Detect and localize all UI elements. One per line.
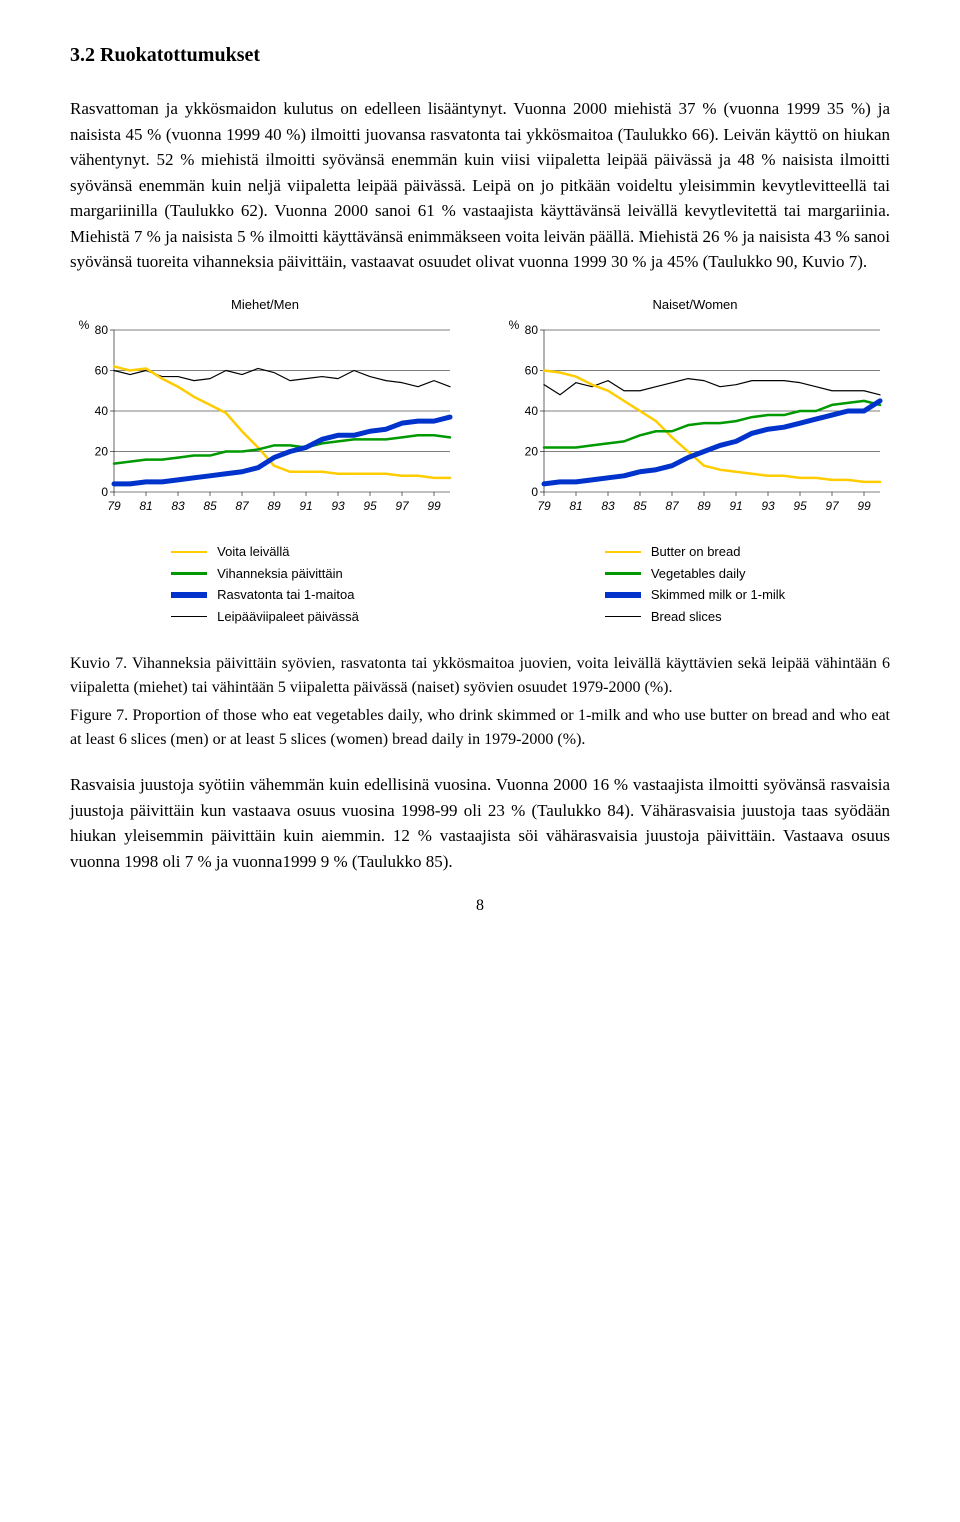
- page-number: 8: [70, 894, 890, 918]
- chart-panel-women: Naiset/Women 0 20 40 60 80% 79 81 83 85 87 89 91 93 9…: [500, 295, 890, 521]
- svg-text:85: 85: [633, 499, 647, 513]
- legend-swatch: [171, 616, 207, 618]
- svg-text:87: 87: [665, 499, 680, 513]
- legend-label: Vegetables daily: [651, 564, 746, 584]
- chart-panel-men: Miehet/Men 0 20 40 60 80% 79 81 83 85 87 89 91 93 95 9…: [70, 295, 460, 521]
- svg-text:40: 40: [95, 404, 109, 418]
- legend-item: Voita leivällä: [171, 542, 359, 562]
- svg-text:97: 97: [395, 499, 410, 513]
- legend-item: Bread slices: [605, 607, 785, 627]
- figure-caption-en: Figure 7. Proportion of those who eat ve…: [70, 704, 890, 752]
- legend-label: Voita leivällä: [217, 542, 289, 562]
- svg-text:81: 81: [139, 499, 152, 513]
- chart-title-men: Miehet/Men: [70, 295, 460, 315]
- svg-text:0: 0: [101, 485, 108, 499]
- legend-swatch: [605, 572, 641, 575]
- legend-row: Voita leivälläVihanneksia päivittäinRasv…: [70, 540, 890, 628]
- section-heading: 3.2 Ruokatottumukset: [70, 40, 890, 70]
- svg-text:89: 89: [697, 499, 711, 513]
- svg-text:79: 79: [107, 499, 121, 513]
- legend-swatch: [605, 592, 641, 598]
- legend-swatch: [605, 616, 641, 618]
- svg-text:85: 85: [203, 499, 217, 513]
- paragraph-1: Rasvattoman ja ykkösmaidon kulutus on ed…: [70, 96, 890, 275]
- legend-item: Rasvatonta tai 1-maitoa: [171, 585, 359, 605]
- svg-text:99: 99: [427, 499, 441, 513]
- legend-swatch: [171, 572, 207, 575]
- legend-item: Vihanneksia päivittäin: [171, 564, 359, 584]
- svg-text:97: 97: [825, 499, 840, 513]
- svg-text:93: 93: [331, 499, 345, 513]
- legend-left: Voita leivälläVihanneksia päivittäinRasv…: [70, 540, 460, 628]
- paragraph-2: Rasvaisia juustoja syötiin vähemmän kuin…: [70, 772, 890, 874]
- svg-text:40: 40: [525, 404, 539, 418]
- legend-swatch: [171, 592, 207, 598]
- chart-svg-women: 0 20 40 60 80% 79 81 83 85 87 89 91 93 95 97 99: [500, 320, 890, 520]
- svg-text:83: 83: [171, 499, 185, 513]
- legend-label: Bread slices: [651, 607, 722, 627]
- legend-item: Leipääviipaleet päivässä: [171, 607, 359, 627]
- svg-text:60: 60: [95, 364, 109, 378]
- svg-text:%: %: [79, 320, 90, 332]
- figure-caption-fi: Kuvio 7. Vihanneksia päivittäin syövien,…: [70, 652, 890, 700]
- legend-swatch: [605, 551, 641, 554]
- svg-text:87: 87: [235, 499, 250, 513]
- svg-text:91: 91: [729, 499, 742, 513]
- svg-text:%: %: [509, 320, 520, 332]
- legend-label: Rasvatonta tai 1-maitoa: [217, 585, 354, 605]
- legend-swatch: [171, 551, 207, 554]
- legend-item: Skimmed milk or 1-milk: [605, 585, 785, 605]
- chart-row: Miehet/Men 0 20 40 60 80% 79 81 83 85 87 89 91 93 95 9…: [70, 295, 890, 521]
- svg-text:83: 83: [601, 499, 615, 513]
- svg-text:93: 93: [761, 499, 775, 513]
- svg-text:80: 80: [95, 323, 109, 337]
- legend-label: Leipääviipaleet päivässä: [217, 607, 359, 627]
- chart-svg-men: 0 20 40 60 80% 79 81 83 85 87 89 91 93 95 97 99: [70, 320, 460, 520]
- legend-label: Skimmed milk or 1-milk: [651, 585, 785, 605]
- svg-text:99: 99: [857, 499, 871, 513]
- legend-right: Butter on breadVegetables dailySkimmed m…: [500, 540, 890, 628]
- legend-item: Butter on bread: [605, 542, 785, 562]
- svg-text:89: 89: [267, 499, 281, 513]
- svg-text:20: 20: [525, 445, 539, 459]
- svg-text:60: 60: [525, 364, 539, 378]
- legend-item: Vegetables daily: [605, 564, 785, 584]
- svg-text:0: 0: [531, 485, 538, 499]
- legend-label: Butter on bread: [651, 542, 741, 562]
- svg-text:91: 91: [299, 499, 312, 513]
- svg-text:95: 95: [793, 499, 807, 513]
- svg-text:81: 81: [569, 499, 582, 513]
- legend-label: Vihanneksia päivittäin: [217, 564, 343, 584]
- svg-text:80: 80: [525, 323, 539, 337]
- svg-text:79: 79: [537, 499, 551, 513]
- svg-text:95: 95: [363, 499, 377, 513]
- svg-text:20: 20: [95, 445, 109, 459]
- chart-title-women: Naiset/Women: [500, 295, 890, 315]
